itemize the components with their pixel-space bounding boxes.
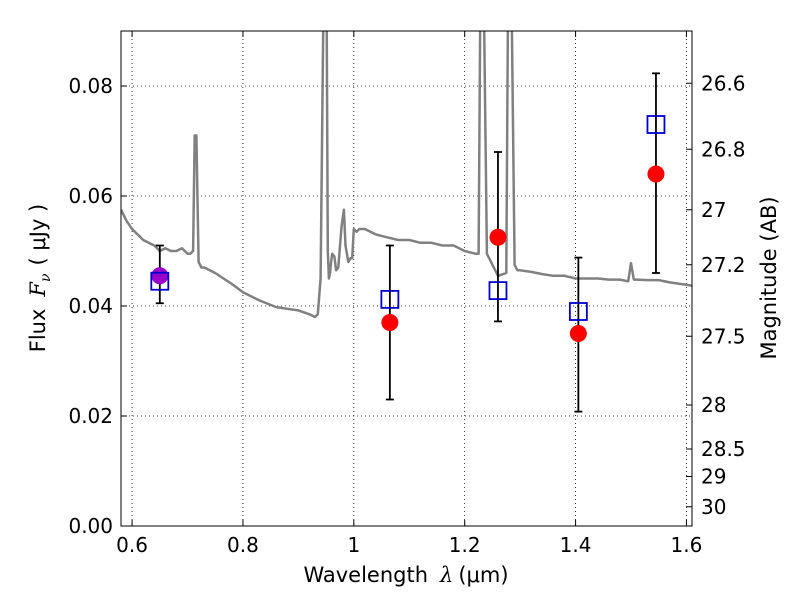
x-tick-label: 1.6 bbox=[671, 533, 703, 557]
right-tick-label: 29 bbox=[701, 465, 726, 489]
observed-point bbox=[647, 165, 665, 183]
right-tick-label: 28 bbox=[701, 393, 726, 417]
right-tick-label: 27 bbox=[701, 198, 726, 222]
observed-point bbox=[569, 325, 587, 342]
model-point bbox=[150, 271, 170, 291]
x-tick-label: 1.4 bbox=[560, 533, 592, 557]
y-axis-ticks: 0.00 0.02 0.04 0.06 0.08 bbox=[68, 74, 127, 538]
right-axis-ticks: 26.6 26.8 27 27.2 27.5 28 28.5 29 30 bbox=[686, 71, 746, 519]
x-axis-label: Wavelength λ (μm) bbox=[303, 563, 508, 587]
y-tick-label: 0.00 bbox=[68, 514, 113, 538]
y-tick-label: 0.08 bbox=[68, 74, 113, 98]
model-point bbox=[380, 289, 400, 309]
x-tick-label: 1 bbox=[347, 533, 360, 557]
observed-point bbox=[381, 314, 399, 331]
y-tick-label: 0.02 bbox=[68, 404, 113, 428]
model-point bbox=[568, 302, 588, 321]
plot-frame bbox=[120, 30, 693, 527]
x-axis-ticks: 0.6 0.8 1 1.2 1.4 1.6 bbox=[116, 31, 702, 557]
y-axis-label: FluxFν( μJy ) bbox=[26, 204, 54, 352]
plot-area bbox=[121, 31, 692, 413]
y-tick-label: 0.06 bbox=[68, 184, 113, 208]
right-tick-label: 26.8 bbox=[701, 137, 746, 161]
right-tick-label: 30 bbox=[701, 495, 726, 519]
model-point bbox=[488, 281, 508, 301]
observed-point bbox=[151, 267, 169, 285]
right-axis-label: Magnitude (AB) bbox=[757, 196, 781, 359]
spectrum-line bbox=[121, 31, 692, 319]
model-spectrum bbox=[121, 31, 692, 319]
right-tick-label: 26.6 bbox=[701, 71, 746, 95]
x-tick-label: 0.8 bbox=[227, 533, 259, 557]
x-tick-label: 0.6 bbox=[116, 533, 148, 557]
data-markers bbox=[150, 115, 666, 342]
grid-lines bbox=[121, 31, 692, 527]
right-tick-label: 28.5 bbox=[701, 437, 746, 461]
model-point bbox=[646, 115, 666, 134]
right-tick-label: 27.5 bbox=[701, 324, 746, 348]
y-tick-label: 0.04 bbox=[68, 294, 113, 318]
right-tick-label: 27.2 bbox=[701, 253, 746, 277]
error-bars bbox=[155, 72, 660, 413]
x-tick-label: 1.2 bbox=[449, 533, 481, 557]
observed-point bbox=[489, 228, 507, 246]
